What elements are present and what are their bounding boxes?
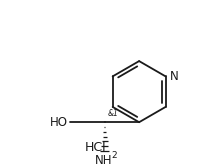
Text: HCl: HCl: [84, 140, 106, 154]
Text: NH: NH: [95, 154, 113, 167]
Text: N: N: [169, 70, 178, 83]
Text: 2: 2: [111, 151, 117, 160]
Text: &1: &1: [108, 109, 118, 118]
Text: HO: HO: [50, 116, 67, 129]
